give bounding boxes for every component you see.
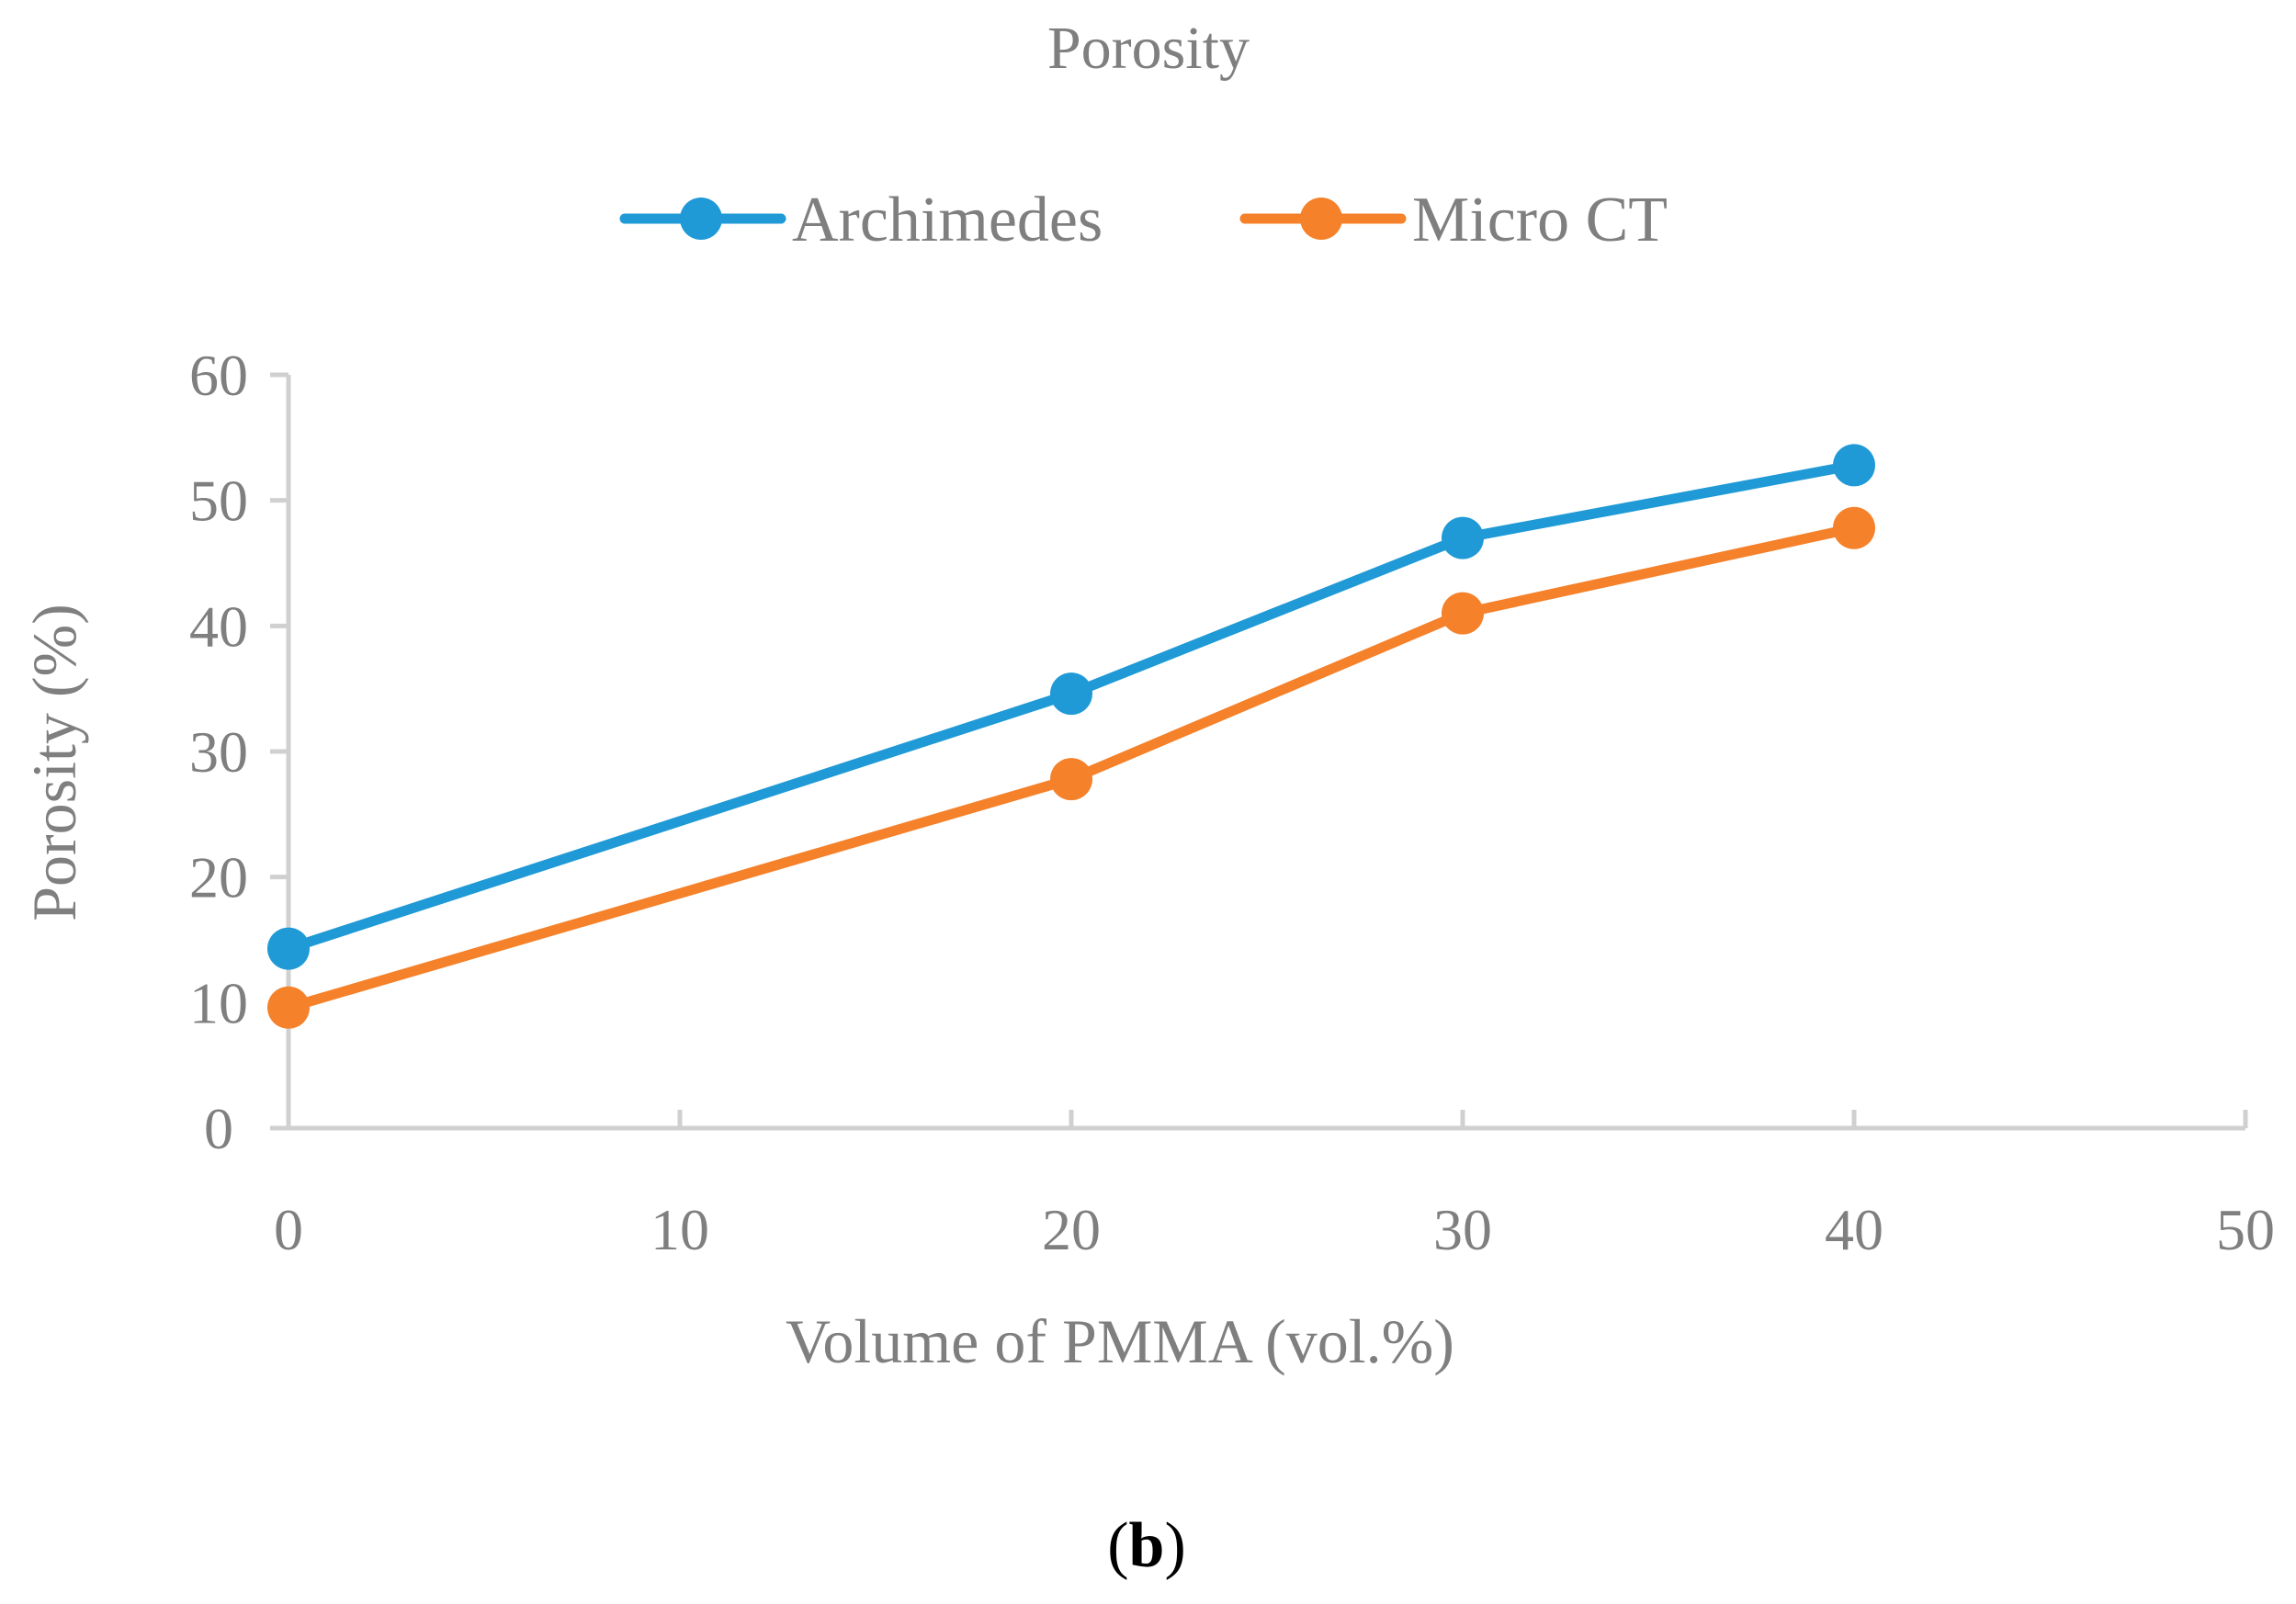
legend-label: Micro CT xyxy=(1412,185,1668,255)
data-point xyxy=(1050,672,1092,716)
legend-item-micro-ct: Micro CT xyxy=(1239,185,1668,255)
x-tick-label: 10 xyxy=(650,1197,709,1262)
caption-open-paren: ( xyxy=(1107,1510,1128,1581)
data-point xyxy=(267,927,310,970)
legend: Archimedes Micro CT xyxy=(619,185,1668,255)
series-archimedes xyxy=(267,444,1875,970)
legend-label: Archimedes xyxy=(792,185,1103,255)
data-point xyxy=(1833,444,1875,487)
x-axis-label: Volume of PMMA (vol.%) xyxy=(786,1306,1454,1376)
series-line xyxy=(283,459,1860,954)
x-tick-label: 50 xyxy=(2216,1197,2275,1262)
y-tick-label: 10 xyxy=(189,970,248,1035)
data-point xyxy=(1833,506,1875,549)
y-axis-label: Porosity (%) xyxy=(19,604,89,921)
y-tick-label: 20 xyxy=(189,845,248,910)
legend-swatch-marker xyxy=(680,198,722,240)
x-tick-label: 40 xyxy=(1825,1197,1883,1262)
chart-title: Porosity xyxy=(1047,15,1250,82)
data-point xyxy=(1050,758,1092,801)
y-tick-label: 50 xyxy=(189,469,248,534)
y-tick-label: 30 xyxy=(189,719,248,785)
series-micro-ct xyxy=(267,506,1875,1029)
series-line xyxy=(283,523,1860,1013)
x-tick-label: 20 xyxy=(1042,1197,1101,1262)
legend-item-archimedes: Archimedes xyxy=(619,185,1103,255)
data-point xyxy=(267,986,310,1029)
legend-swatch-marker xyxy=(1300,198,1342,240)
figure-caption: (b) xyxy=(1107,1510,1186,1581)
x-tick-label: 30 xyxy=(1433,1197,1492,1262)
data-point xyxy=(1442,516,1484,559)
series-layer xyxy=(267,444,1875,1029)
y-tick-label: 60 xyxy=(189,343,248,408)
caption-letter: b xyxy=(1129,1510,1165,1581)
y-tick-label: 0 xyxy=(204,1096,233,1161)
y-tick-label: 40 xyxy=(189,593,248,659)
caption-close-paren: ) xyxy=(1164,1510,1185,1581)
data-point xyxy=(1442,592,1484,635)
axes: 0 10 20 30 40 50 60 0 10 20 30 40 50 xyxy=(189,343,2275,1262)
x-tick-label: 0 xyxy=(274,1197,303,1262)
